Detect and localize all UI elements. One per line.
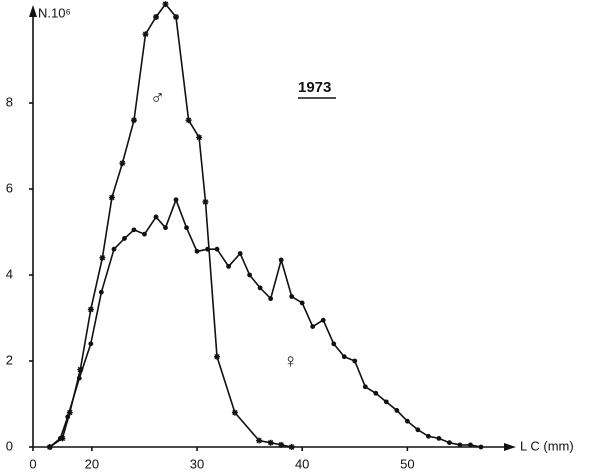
marker bbox=[404, 418, 410, 424]
series-line bbox=[49, 197, 482, 448]
marker bbox=[478, 444, 484, 450]
marker bbox=[310, 324, 316, 329]
y-tick-label: 4 bbox=[6, 266, 13, 281]
marker bbox=[76, 375, 82, 381]
marker bbox=[163, 225, 168, 231]
x-tick-label: 0 bbox=[29, 456, 36, 471]
marker bbox=[87, 306, 94, 313]
marker bbox=[278, 257, 284, 263]
marker bbox=[436, 436, 442, 441]
marker bbox=[268, 296, 274, 302]
marker bbox=[153, 214, 159, 220]
marker bbox=[237, 251, 243, 256]
marker bbox=[447, 440, 452, 446]
marker bbox=[65, 414, 71, 420]
x-arrow bbox=[504, 443, 516, 451]
y-tick-label: 8 bbox=[6, 94, 13, 109]
series-line bbox=[49, 2, 292, 448]
marker bbox=[267, 439, 274, 446]
marker bbox=[383, 399, 389, 405]
marker bbox=[108, 194, 115, 201]
y-axis-label: N.10⁶ bbox=[38, 5, 71, 20]
marker bbox=[77, 366, 84, 373]
y-tick-label: 6 bbox=[6, 180, 13, 195]
marker bbox=[415, 427, 421, 433]
marker bbox=[57, 436, 63, 441]
marker bbox=[362, 384, 368, 390]
marker bbox=[111, 246, 117, 252]
marker bbox=[142, 231, 147, 237]
marker bbox=[257, 285, 263, 291]
year-annotation: 1973 bbox=[298, 79, 331, 96]
marker bbox=[299, 300, 305, 306]
male-label: ♂ bbox=[150, 86, 165, 108]
marker bbox=[341, 354, 347, 360]
marker bbox=[194, 248, 200, 254]
x-tick-label: 40 bbox=[295, 456, 309, 471]
marker bbox=[142, 31, 149, 38]
marker bbox=[247, 272, 253, 278]
y-tick-label: 0 bbox=[6, 438, 13, 453]
marker bbox=[184, 225, 189, 231]
marker bbox=[131, 227, 137, 233]
marker bbox=[278, 441, 285, 448]
marker bbox=[130, 117, 137, 124]
marker bbox=[173, 14, 180, 20]
y-arrow bbox=[29, 5, 37, 17]
marker bbox=[289, 294, 295, 299]
marker bbox=[99, 254, 106, 261]
marker bbox=[47, 444, 53, 450]
marker bbox=[214, 353, 221, 360]
marker bbox=[185, 117, 192, 124]
marker bbox=[457, 442, 463, 448]
marker bbox=[394, 408, 400, 413]
marker bbox=[214, 246, 220, 252]
marker bbox=[352, 358, 358, 364]
marker bbox=[202, 198, 209, 205]
marker bbox=[288, 444, 295, 450]
marker bbox=[122, 236, 127, 241]
marker bbox=[320, 317, 326, 323]
y-tick-label: 2 bbox=[6, 352, 13, 367]
marker bbox=[153, 14, 160, 20]
marker bbox=[373, 390, 379, 396]
marker bbox=[468, 442, 473, 448]
marker bbox=[88, 341, 94, 347]
x-tick-label: 50 bbox=[400, 456, 414, 471]
marker bbox=[119, 160, 126, 167]
marker bbox=[256, 437, 263, 444]
marker bbox=[162, 1, 169, 8]
marker bbox=[205, 246, 210, 252]
x-tick-label: 30 bbox=[190, 456, 204, 471]
marker bbox=[231, 409, 238, 416]
marker bbox=[425, 433, 431, 439]
marker bbox=[226, 264, 231, 269]
marker bbox=[196, 134, 203, 141]
x-tick-label: 20 bbox=[85, 456, 99, 471]
marker bbox=[173, 197, 179, 203]
marker bbox=[98, 289, 104, 295]
x-axis-label: L C (mm) bbox=[520, 438, 574, 453]
female-label: ♀ bbox=[283, 350, 298, 372]
marker bbox=[331, 341, 337, 347]
